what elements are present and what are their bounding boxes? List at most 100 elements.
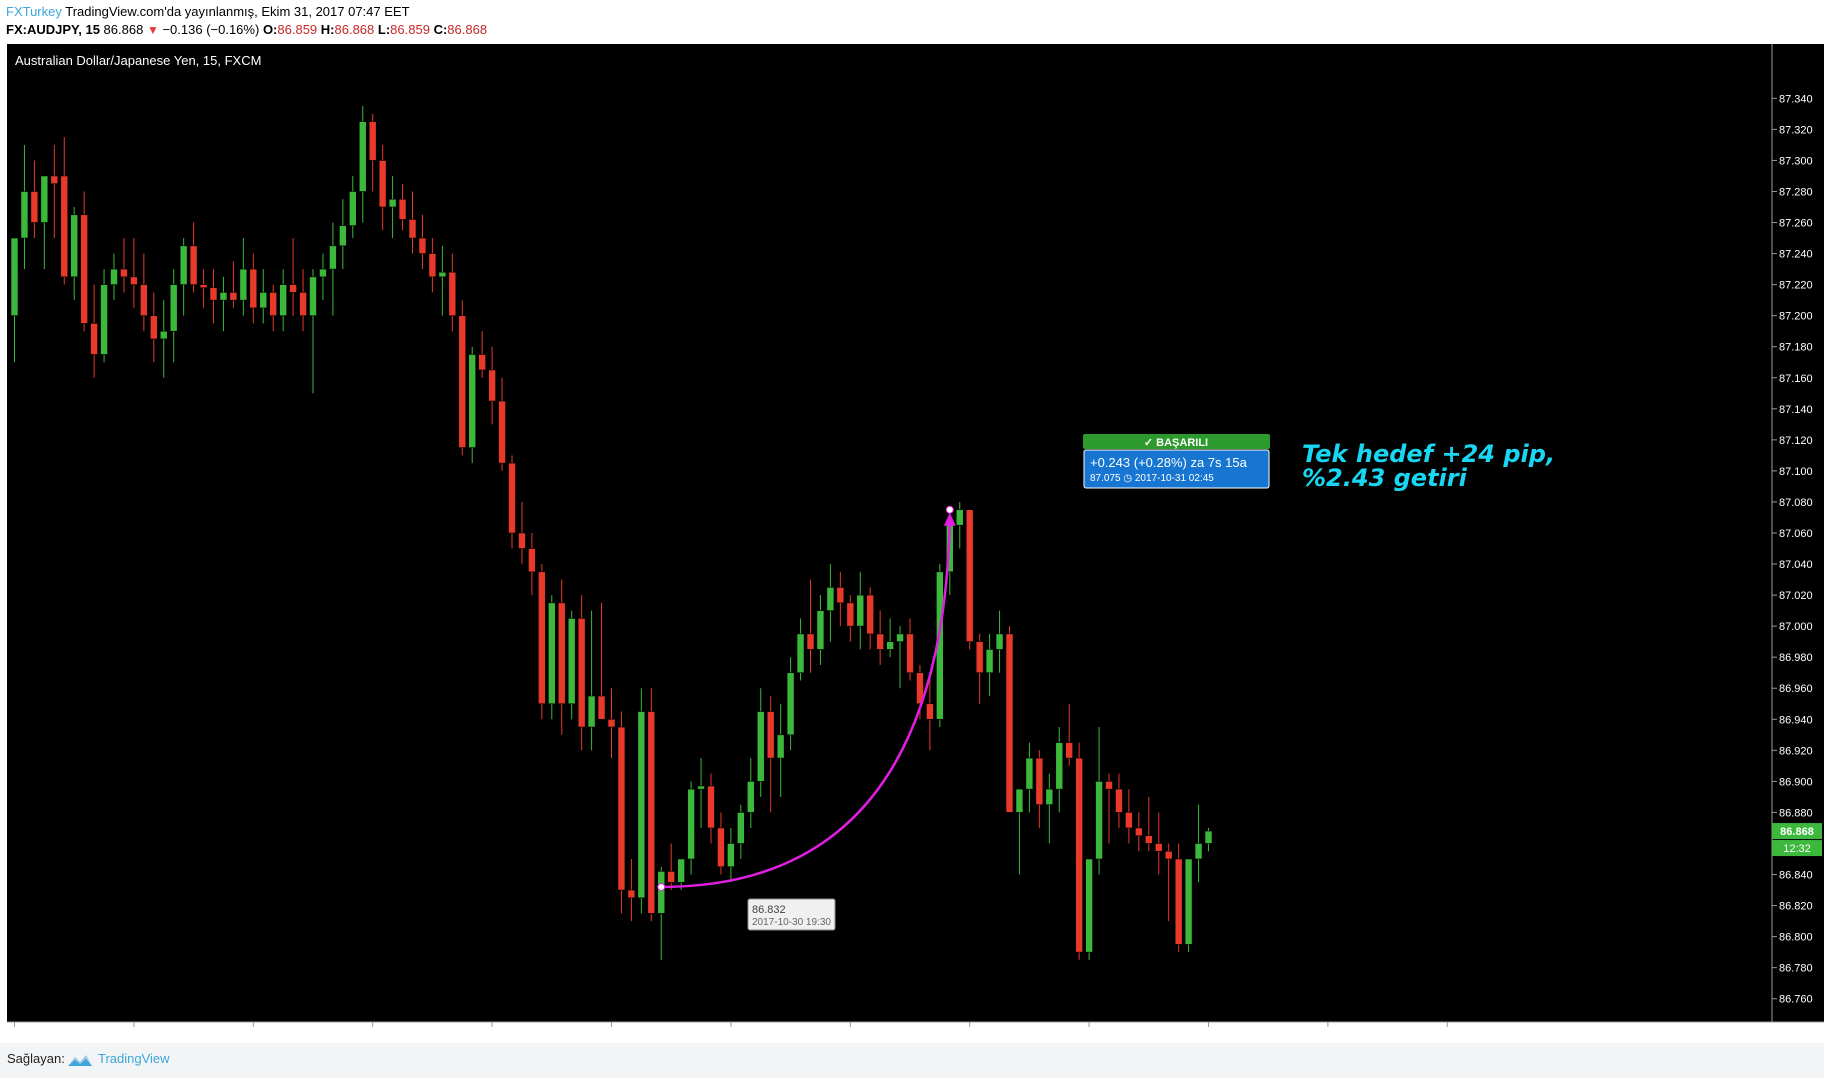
candle-body[interactable] bbox=[1184, 858, 1193, 945]
candle-body[interactable] bbox=[408, 219, 417, 239]
candle-body[interactable] bbox=[1204, 830, 1213, 844]
candle-body[interactable] bbox=[955, 509, 964, 526]
candle-body[interactable] bbox=[249, 268, 258, 309]
candle-body[interactable] bbox=[1065, 742, 1073, 759]
candle-body[interactable] bbox=[756, 711, 765, 782]
candle-body[interactable] bbox=[876, 633, 884, 650]
candle-body[interactable] bbox=[926, 703, 934, 720]
candle-body[interactable] bbox=[10, 237, 19, 316]
candle-body[interactable] bbox=[438, 271, 447, 278]
candle-body[interactable] bbox=[985, 649, 994, 674]
candle-body[interactable] bbox=[358, 121, 367, 192]
candle-body[interactable] bbox=[418, 237, 427, 254]
candle-body[interactable] bbox=[1135, 827, 1143, 837]
candle-body[interactable] bbox=[776, 734, 785, 759]
candle-body[interactable] bbox=[348, 191, 357, 226]
candle-body[interactable] bbox=[150, 315, 158, 340]
candle-body[interactable] bbox=[60, 175, 69, 278]
author-link[interactable]: FXTurkey bbox=[6, 4, 62, 19]
candle-body[interactable] bbox=[1105, 781, 1113, 790]
candle-body[interactable] bbox=[607, 718, 616, 728]
candle-body[interactable] bbox=[289, 284, 297, 293]
candle-body[interactable] bbox=[378, 160, 387, 208]
candle-body[interactable] bbox=[836, 587, 845, 604]
candle-body[interactable] bbox=[1145, 835, 1153, 844]
candle-body[interactable] bbox=[40, 175, 49, 223]
candle-body[interactable] bbox=[786, 672, 795, 736]
candle-body[interactable] bbox=[1035, 757, 1044, 805]
candlestick-chart[interactable]: 86.76086.78086.80086.82086.84086.86086.8… bbox=[0, 44, 1824, 1043]
candle-body[interactable] bbox=[627, 889, 636, 899]
candle-body[interactable] bbox=[647, 711, 656, 914]
candle-body[interactable] bbox=[826, 587, 835, 611]
candle-body[interactable] bbox=[120, 268, 128, 278]
candle-body[interactable] bbox=[130, 276, 138, 285]
candle-body[interactable] bbox=[538, 571, 546, 705]
candle-body[interactable] bbox=[896, 633, 904, 642]
candle-body[interactable] bbox=[846, 602, 855, 627]
candle-body[interactable] bbox=[577, 618, 586, 728]
candle-body[interactable] bbox=[199, 284, 208, 289]
candle-body[interactable] bbox=[309, 276, 317, 316]
candle-body[interactable] bbox=[1085, 858, 1093, 953]
candle-body[interactable] bbox=[975, 641, 984, 674]
candle-body[interactable] bbox=[965, 509, 974, 642]
candle-body[interactable] bbox=[159, 330, 168, 340]
time-scale[interactable]: 00 06:00 09:00 12:00 15:00 18:00 21:00 31 03:00 0… bbox=[7, 1021, 1824, 1042]
candle-body[interactable] bbox=[398, 198, 407, 220]
candle-body[interactable] bbox=[1045, 788, 1054, 805]
candle-body[interactable] bbox=[209, 287, 218, 301]
candle-body[interactable] bbox=[458, 315, 467, 448]
candle-body[interactable] bbox=[518, 532, 526, 549]
candle-body[interactable] bbox=[1095, 781, 1103, 860]
candle-body[interactable] bbox=[388, 198, 397, 208]
candle-body[interactable] bbox=[637, 711, 646, 899]
candle-body[interactable] bbox=[657, 871, 666, 914]
candle-body[interactable] bbox=[1025, 757, 1034, 790]
candle-body[interactable] bbox=[368, 121, 377, 161]
candle-body[interactable] bbox=[239, 268, 248, 301]
arc-start-point[interactable] bbox=[657, 882, 666, 891]
candle-body[interactable] bbox=[498, 400, 506, 464]
candle-body[interactable] bbox=[80, 214, 88, 324]
candle-body[interactable] bbox=[179, 245, 188, 285]
candle-body[interactable] bbox=[339, 225, 347, 247]
candle-body[interactable] bbox=[110, 268, 118, 285]
candle-body[interactable] bbox=[299, 292, 307, 316]
candle-body[interactable] bbox=[1075, 757, 1083, 953]
candle-body[interactable] bbox=[428, 253, 437, 278]
candle-body[interactable] bbox=[597, 695, 606, 720]
candle-body[interactable] bbox=[796, 633, 805, 674]
candle-body[interactable] bbox=[219, 292, 228, 301]
candle-body[interactable] bbox=[319, 268, 327, 278]
candle-body[interactable] bbox=[687, 788, 695, 860]
candle-body[interactable] bbox=[677, 858, 685, 883]
candle-body[interactable] bbox=[717, 827, 725, 868]
candle-body[interactable] bbox=[1015, 788, 1024, 813]
candle-body[interactable] bbox=[478, 354, 486, 371]
candle-body[interactable] bbox=[50, 175, 59, 185]
candle-body[interactable] bbox=[508, 462, 516, 534]
candle-body[interactable] bbox=[866, 594, 875, 635]
candle-body[interactable] bbox=[567, 618, 576, 705]
candle-body[interactable] bbox=[766, 711, 775, 759]
candle-body[interactable] bbox=[727, 843, 735, 868]
candle-body[interactable] bbox=[30, 191, 39, 223]
candle-body[interactable] bbox=[1115, 788, 1123, 813]
candle-body[interactable] bbox=[140, 284, 148, 316]
candle-body[interactable] bbox=[697, 785, 705, 790]
provider-link[interactable]: TradingView bbox=[98, 1051, 170, 1066]
candle-body[interactable] bbox=[468, 354, 477, 448]
candle-body[interactable] bbox=[617, 726, 626, 891]
candle-body[interactable] bbox=[169, 284, 178, 332]
arc-end-point[interactable] bbox=[945, 505, 954, 514]
candle-body[interactable] bbox=[1164, 850, 1173, 860]
candle-body[interactable] bbox=[856, 594, 865, 627]
candle-body[interactable] bbox=[906, 633, 914, 674]
candle-body[interactable] bbox=[1194, 843, 1203, 860]
candle-body[interactable] bbox=[1154, 843, 1163, 852]
tradingview-logo-icon[interactable] bbox=[67, 1052, 93, 1068]
candle-body[interactable] bbox=[70, 214, 78, 278]
candle-body[interactable] bbox=[528, 548, 536, 573]
candle-body[interactable] bbox=[488, 369, 496, 402]
